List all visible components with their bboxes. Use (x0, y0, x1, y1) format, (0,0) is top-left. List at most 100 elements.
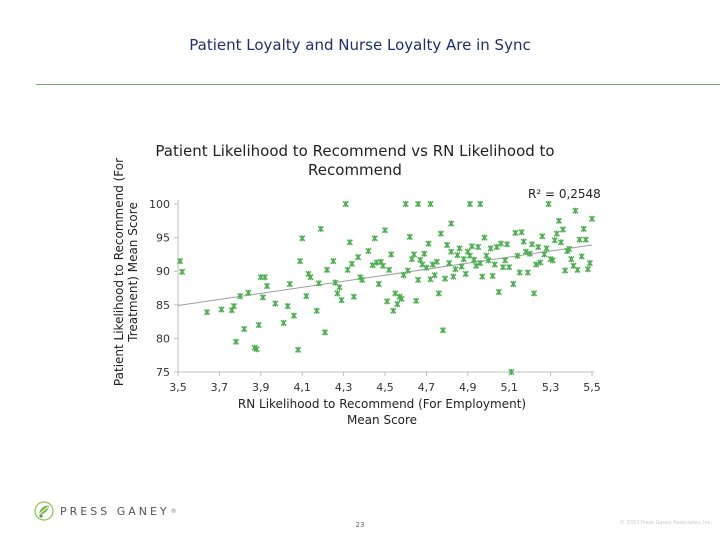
trendline (177, 244, 593, 306)
data-point (400, 272, 407, 279)
chart-axes (177, 200, 594, 373)
data-point (410, 251, 418, 258)
data-point (481, 234, 488, 241)
data-point (404, 267, 411, 274)
data-point (504, 241, 511, 248)
data-point (539, 233, 546, 240)
data-point (286, 280, 293, 288)
data-point (344, 266, 351, 273)
data-point (580, 225, 587, 232)
y-tick-label: 90 (156, 265, 170, 278)
x-tick-label: 4,1 (293, 381, 311, 394)
data-point (218, 306, 225, 313)
data-point (578, 253, 585, 260)
data-point (452, 266, 459, 273)
brand-registered-mark: ® (170, 507, 177, 515)
data-point (346, 239, 353, 246)
data-point (566, 245, 573, 253)
data-point (512, 229, 519, 236)
data-point (506, 264, 513, 271)
data-point (350, 293, 357, 300)
data-point (446, 260, 453, 267)
y-tick-label: 75 (156, 366, 170, 379)
data-point (413, 297, 420, 304)
data-point (584, 266, 591, 273)
leaf-logo-icon (34, 501, 54, 521)
data-point (336, 284, 343, 291)
data-point (415, 200, 422, 208)
data-point (545, 200, 552, 208)
data-point (203, 309, 211, 316)
y-tick-label: 85 (156, 299, 170, 312)
data-point (489, 272, 496, 279)
data-point (551, 237, 558, 244)
data-point (280, 319, 287, 326)
data-point (437, 230, 444, 237)
data-point (473, 262, 480, 269)
data-point (237, 293, 244, 300)
data-point (444, 241, 451, 249)
data-point (421, 250, 428, 257)
data-point (317, 225, 324, 232)
data-point (355, 254, 362, 261)
data-point (255, 321, 262, 329)
data-point (526, 250, 533, 257)
data-point (555, 217, 562, 224)
data-point (332, 279, 339, 286)
data-point (448, 220, 455, 227)
data-point (466, 200, 473, 208)
data-point (475, 243, 482, 251)
data-point (537, 259, 544, 266)
data-point (450, 273, 457, 280)
data-point (541, 251, 548, 258)
data-point (549, 257, 556, 264)
data-point (390, 307, 397, 314)
trendline-group (177, 244, 593, 306)
data-point (369, 262, 376, 269)
data-point (303, 293, 310, 300)
data-point (533, 261, 540, 268)
data-point (456, 245, 463, 252)
page-number: 23 (355, 521, 365, 529)
data-point (427, 200, 434, 208)
data-point (299, 235, 306, 242)
data-point (406, 233, 413, 240)
data-point (535, 243, 542, 251)
data-point (431, 272, 438, 279)
data-point (477, 200, 484, 208)
data-point (518, 229, 525, 236)
data-point (458, 263, 465, 270)
r-squared-label: R² = 0,2548 (528, 187, 601, 201)
data-point (381, 227, 389, 234)
data-point (572, 207, 579, 214)
x-tick-label: 4,3 (335, 381, 353, 394)
data-point (530, 290, 538, 297)
data-point (230, 303, 237, 310)
data-point (423, 264, 430, 271)
brand-name: PRESS GANEY (60, 504, 170, 518)
data-point (295, 346, 302, 353)
data-point (261, 274, 268, 281)
data-point (342, 200, 349, 208)
data-point (466, 252, 473, 259)
y-tick-label: 95 (156, 232, 170, 245)
data-point (514, 252, 521, 259)
data-point (460, 256, 467, 263)
copyright-notice: © 2013 Press Ganey Associates, Inc. (619, 520, 712, 526)
data-point (582, 236, 589, 243)
press-ganey-logo: PRESS GANEY ® (34, 500, 177, 522)
data-point (419, 261, 426, 268)
data-point (402, 200, 409, 208)
data-point (323, 266, 331, 273)
data-point (470, 256, 478, 263)
data-point (415, 276, 422, 283)
data-points (177, 200, 596, 376)
slide-title: Patient Loyalty and Nurse Loyalty Are in… (189, 36, 531, 54)
data-point (388, 251, 395, 258)
data-point (528, 241, 536, 248)
data-point (232, 338, 240, 345)
data-point (522, 248, 529, 255)
data-point (454, 252, 461, 259)
data-point (330, 258, 337, 265)
data-point (284, 303, 291, 310)
